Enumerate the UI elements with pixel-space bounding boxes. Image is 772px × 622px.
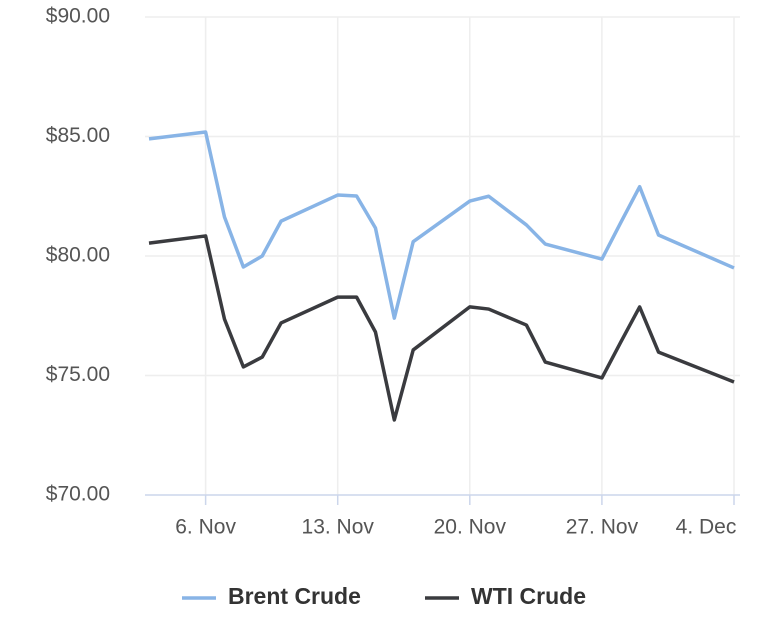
y-tick-label: $80.00 [46,244,110,267]
y-tick-label: $90.00 [46,5,110,28]
y-tick-label: $70.00 [46,483,110,506]
series-line [148,234,735,422]
x-tick-label: 6. Nov [175,516,236,539]
legend-label: WTI Crude [471,583,586,609]
y-tick-label: $75.00 [46,363,110,386]
x-tick-label: 13. Nov [302,516,375,539]
y-tick-label: $85.00 [46,124,110,147]
x-tick-label: 4. Dec [676,516,737,539]
x-tick-label: 27. Nov [566,516,639,539]
legend-label: Brent Crude [228,583,361,609]
series-line [148,130,735,320]
x-tick-label: 20. Nov [434,516,507,539]
